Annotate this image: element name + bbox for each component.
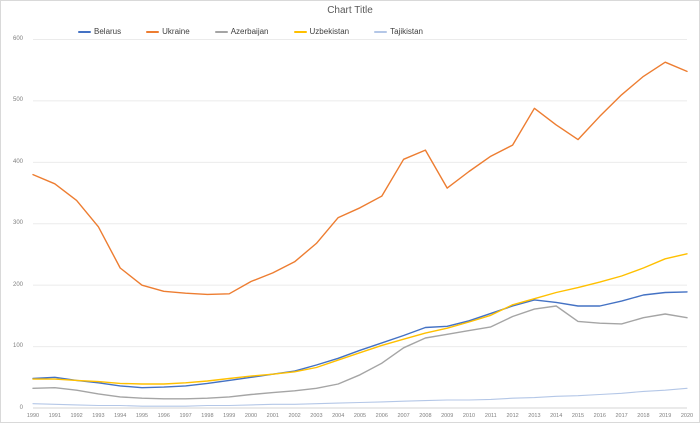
- legend-dash-icon: [146, 30, 160, 33]
- x-tick-label: 2009: [441, 413, 454, 419]
- legend-dash-icon: [214, 30, 228, 33]
- chart-title: Chart Title: [327, 5, 373, 16]
- x-tick-label: 2006: [375, 413, 388, 419]
- x-tick-label: 2012: [506, 413, 519, 419]
- x-tick-label: 2000: [244, 413, 258, 419]
- series-line-tajikistan[interactable]: [32, 387, 688, 407]
- x-tick-label: 2014: [550, 413, 563, 419]
- x-tick-label: 2002: [288, 413, 301, 419]
- legend-dash-icon: [78, 30, 91, 33]
- legend-item-label: Uzbekistan: [309, 27, 350, 36]
- x-tick-label: 1996: [157, 413, 170, 419]
- x-tick-label: 2001: [266, 413, 279, 419]
- legend-item-label: Azerbaijan: [230, 27, 269, 36]
- x-tick-label: 2019: [659, 413, 672, 419]
- x-tick-label: 2007: [397, 413, 410, 419]
- series-line-belarus[interactable]: [32, 291, 688, 389]
- legend-item-belarus[interactable]: Belarus: [78, 27, 121, 36]
- legend-item-label: Belarus: [94, 27, 122, 36]
- x-tick-label: 1995: [135, 413, 149, 419]
- legend-item-label: Tajikistan: [390, 27, 423, 36]
- legend-item-label: Ukraine: [162, 27, 190, 36]
- x-tick-label: 1997: [179, 413, 192, 419]
- legend-item-uzbekistan[interactable]: Uzbekistan: [293, 27, 350, 36]
- x-tick-label: 1990: [26, 413, 40, 419]
- x-tick-label: 2004: [332, 413, 345, 419]
- y-tick-label: 500: [12, 97, 23, 104]
- x-tick-label: 2005: [353, 413, 367, 419]
- series-line-uzbekistan[interactable]: [32, 253, 688, 385]
- x-tick-label: 2003: [310, 413, 323, 419]
- x-tick-label: 2016: [593, 413, 606, 419]
- y-tick-label: 0: [19, 404, 23, 411]
- x-tick-label: 1993: [92, 413, 105, 419]
- y-tick-label: 200: [12, 281, 23, 288]
- y-tick-label: 400: [12, 158, 23, 165]
- x-tick-label: 1998: [201, 413, 214, 419]
- x-tick-label: 1994: [114, 413, 127, 419]
- legend-dash-icon: [293, 30, 307, 33]
- x-tick-label: 2017: [615, 413, 628, 419]
- legend-item-azerbaijan[interactable]: Azerbaijan: [214, 27, 269, 36]
- x-tick-label: 2010: [462, 413, 476, 419]
- legend: Belarus Ukraine Azerbaijan Uzbekistan Tajiki…: [78, 27, 423, 36]
- x-tick-label: 2008: [419, 413, 432, 419]
- series-line-azerbaijan[interactable]: [32, 305, 688, 400]
- y-tick-label: 600: [12, 36, 23, 42]
- x-tick-label: 1991: [48, 413, 61, 419]
- x-tick-label: 2020: [680, 413, 694, 419]
- x-tick-label: 2011: [484, 413, 497, 419]
- legend-dash-icon: [374, 30, 388, 33]
- x-tick-label: 1992: [70, 413, 83, 419]
- x-tick-label: 1999: [223, 413, 236, 419]
- x-tick-label: 2015: [571, 413, 585, 419]
- y-tick-label: 100: [12, 343, 23, 350]
- series-line-ukraine[interactable]: [32, 61, 688, 296]
- x-tick-label: 2018: [637, 413, 650, 419]
- legend-item-tajikistan[interactable]: Tajikistan: [374, 27, 423, 36]
- legend-item-ukraine[interactable]: Ukraine: [146, 27, 190, 36]
- x-tick-label: 2013: [528, 413, 541, 419]
- y-tick-label: 300: [12, 220, 23, 227]
